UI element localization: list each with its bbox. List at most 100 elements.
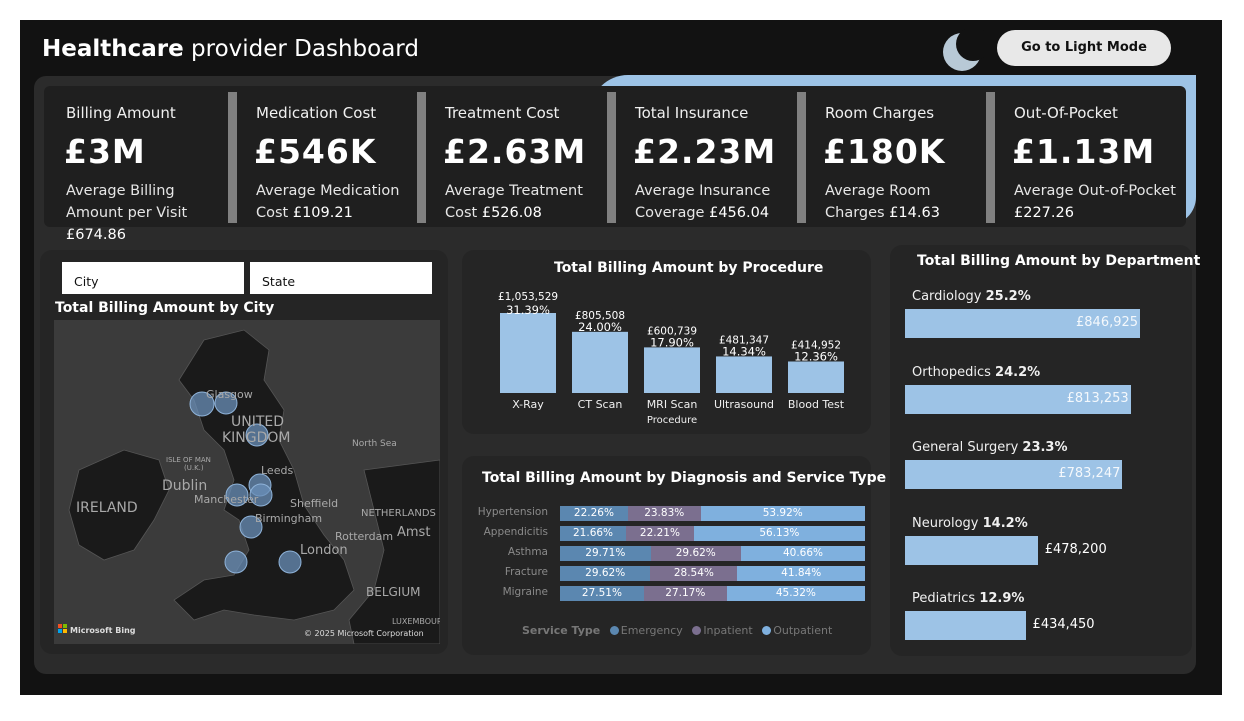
map-label-ireland: IRELAND [76, 500, 138, 516]
diagnosis-segment-outpatient[interactable]: 56.13% [693, 526, 865, 541]
map-label-uk: UNITED [231, 414, 284, 430]
diagnosis-segment-outpatient[interactable]: 45.32% [726, 586, 865, 601]
diagnosis-chart-title: Total Billing Amount by Diagnosis and Se… [482, 470, 887, 486]
procedure-chart-title: Total Billing Amount by Procedure [554, 260, 824, 276]
state-slicer[interactable]: State [250, 262, 432, 294]
department-percent: 12.9% [979, 591, 1025, 606]
diagnosis-segment-outpatient[interactable]: 40.66% [740, 546, 865, 561]
department-bar[interactable] [905, 384, 1131, 414]
map-label-luxembourg: LUXEMBOUR [392, 617, 440, 626]
kpi-subtext: Average Room Charges £14.63 [825, 183, 940, 221]
map-label-amst: Amst [397, 525, 430, 540]
department-label: Orthopedics 24.2% [912, 365, 1040, 380]
department-label: General Surgery 23.3% [912, 440, 1068, 455]
bing-logo: Microsoft Bing [58, 624, 136, 635]
department-name: Cardiology [912, 289, 986, 304]
kpi-billing-amount: Billing Amount £3M Average Billing Amoun… [44, 86, 232, 243]
map-copyright: © 2025 Microsoft Corporation [304, 629, 424, 638]
diagnosis-segment-emergency[interactable]: 22.26% [560, 506, 628, 521]
map-card: City State Total Billing Amount by City [40, 250, 448, 654]
map-label-london: London [300, 543, 348, 558]
diagnosis-segment-inpatient[interactable]: 23.83% [627, 506, 701, 521]
kpi-value: £1.13M [1012, 132, 1156, 171]
kpi-value: £2.63M [443, 132, 587, 171]
diagnosis-segment-outpatient[interactable]: 53.92% [700, 506, 865, 521]
map-title: Total Billing Amount by City [55, 300, 275, 316]
kpi-row: Billing Amount £3M Average Billing Amoun… [44, 86, 1186, 243]
department-value-label: £434,450 [1032, 617, 1095, 632]
kpi-divider [797, 92, 806, 223]
department-bar[interactable] [905, 309, 1140, 338]
legend-dot-emergency [609, 626, 619, 635]
diagnosis-label: Migraine [502, 586, 548, 598]
kpi-label: Total Insurance [635, 104, 749, 122]
map-label-manchester: Manchester [194, 493, 259, 506]
diagnosis-segment-inpatient[interactable]: 29.62% [650, 546, 741, 561]
department-name: Neurology [912, 515, 983, 531]
department-bar[interactable] [905, 611, 1026, 640]
diagnosis-segment-inpatient[interactable]: 22.21% [626, 526, 694, 541]
moon-icon[interactable] [940, 28, 984, 72]
map-label-belgium: BELGIUM [366, 585, 420, 599]
light-mode-button[interactable]: Go to Light Mode [997, 30, 1171, 66]
procedure-category-label: CT Scan [578, 398, 623, 411]
department-percent: 25.2% [985, 289, 1031, 304]
procedure-bar[interactable] [788, 361, 844, 393]
procedure-category-label: Blood Test [788, 398, 845, 411]
legend-inpatient[interactable]: Inpatient [703, 624, 753, 637]
kpi-treatment-cost: Treatment Cost £2.63M Average Treatment … [423, 86, 611, 227]
department-chart-card: Total Billing Amount by Department Cardi… [890, 245, 1200, 656]
legend-outpatient[interactable]: Outpatient [773, 624, 833, 637]
diagnosis-segment-emergency[interactable]: 27.51% [560, 586, 644, 601]
kpi-subtext: Average Billing Amount per Visit £674.86 [66, 183, 188, 243]
kpi-subtext: Average Insurance Coverage £456.04 [635, 183, 771, 221]
diagnosis-segment-outpatient[interactable]: 41.84% [737, 566, 865, 581]
department-percent: 23.3% [1022, 440, 1068, 455]
department-percent: 24.2% [995, 364, 1041, 380]
procedure-bar[interactable] [500, 313, 556, 393]
city-map[interactable]: Glasgow UNITED KINGDOM North Sea ISLE OF… [54, 320, 440, 644]
map-label-leeds: Leeds [261, 464, 293, 477]
legend-dot-inpatient [692, 626, 702, 635]
kpi-subtext: Average Treatment Cost £526.08 [445, 183, 583, 221]
kpi-label: Treatment Cost [445, 104, 560, 122]
diagnosis-segment-emergency[interactable]: 29.71% [560, 546, 651, 561]
diagnosis-chart-card: Total Billing Amount by Diagnosis and Se… [462, 456, 886, 655]
map-label-sheffield: Sheffield [290, 497, 338, 510]
department-name: Pediatrics [912, 591, 980, 606]
map-label-isle: ISLE OF MAN [166, 456, 211, 464]
diagnosis-stacked-chart: Hypertension 22.26% 23.83% 53.92% Appendicit… [470, 506, 865, 616]
procedure-percent-label: 17.90% [650, 335, 694, 349]
map-label-dublin: Dublin [162, 478, 207, 494]
department-name: Orthopedics [912, 364, 996, 380]
department-name: General Surgery [912, 440, 1023, 455]
diagnosis-segment-emergency[interactable]: 21.66% [560, 526, 627, 541]
procedure-value-label: £414,952 [791, 339, 841, 351]
department-label: Cardiology 25.2% [912, 289, 1031, 304]
kpi-label: Out-Of-Pocket [1014, 104, 1118, 122]
legend-emergency[interactable]: Emergency [620, 624, 683, 637]
procedure-percent-label: 24.00% [578, 320, 622, 334]
diagnosis-label: Appendicitis [483, 526, 548, 538]
map-label-glasgow: Glasgow [206, 388, 253, 401]
kpi-value: £3M [64, 132, 146, 171]
map-label-north-sea: North Sea [352, 439, 397, 449]
procedure-bar[interactable] [716, 356, 772, 393]
procedure-bar[interactable] [644, 347, 700, 393]
department-value-label: £846,925 [1076, 315, 1139, 330]
diagnosis-segment-inpatient[interactable]: 28.54% [650, 566, 738, 581]
map-graphic: Glasgow UNITED KINGDOM North Sea ISLE OF… [54, 320, 440, 644]
diagnosis-segment-inpatient[interactable]: 27.17% [643, 586, 727, 601]
diagnosis-label: Fracture [504, 566, 548, 578]
kpi-subtext: Average Medication Cost £109.21 [256, 183, 400, 221]
city-slicer[interactable]: City [62, 262, 244, 294]
procedure-percent-label: 14.34% [722, 344, 766, 358]
diagnosis-label: Hypertension [477, 506, 548, 518]
department-bar[interactable] [905, 460, 1123, 489]
diagnosis-segment-emergency[interactable]: 29.62% [560, 566, 651, 581]
kpi-divider [986, 92, 995, 223]
department-bar[interactable] [905, 535, 1038, 565]
kpi-label: Billing Amount [66, 104, 176, 122]
procedure-bar[interactable] [572, 331, 628, 393]
